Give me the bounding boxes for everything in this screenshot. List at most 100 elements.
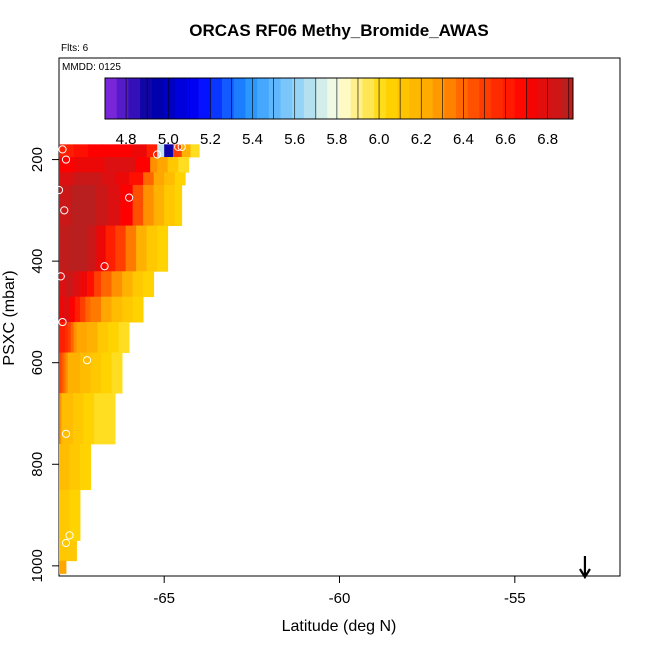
heatmap-cell <box>122 296 134 323</box>
heatmap-cell <box>61 322 66 353</box>
heatmap-cell <box>59 443 70 491</box>
heatmap <box>59 144 200 574</box>
heatmap-cell <box>87 271 95 298</box>
colorbar-tick-label: 5.8 <box>326 131 347 148</box>
heatmap-cell <box>73 271 81 298</box>
colorbar-segment <box>561 78 574 119</box>
heatmap-cell <box>85 296 91 323</box>
colorbar-segment <box>315 78 328 119</box>
sample-marker <box>100 262 109 271</box>
heatmap-cell <box>89 157 105 173</box>
heatmap-cell <box>64 296 70 323</box>
heatmap-cell <box>143 184 155 226</box>
colorbar-tick-label: 5.4 <box>242 131 263 148</box>
heatmap-cell <box>104 157 121 173</box>
heatmap-cell <box>76 322 88 353</box>
heatmap-cell <box>59 489 70 541</box>
colorbar-segment <box>456 78 469 119</box>
sample-marker <box>58 317 67 327</box>
heatmap-cell <box>59 560 67 574</box>
colorbar-segment <box>175 78 188 119</box>
heatmap-cell <box>83 393 95 445</box>
colorbar-segment <box>537 78 551 119</box>
colorbar-tick-label: 6.6 <box>495 131 516 148</box>
sample-marker <box>174 142 183 151</box>
colorbar-segment <box>105 78 118 119</box>
heatmap-cell <box>83 184 97 226</box>
heatmap-cell <box>134 157 151 173</box>
colorbar-tick-label: 6.8 <box>537 131 558 148</box>
heatmap-cell <box>102 144 118 158</box>
colorbar-tick-label: 6.2 <box>411 131 432 148</box>
heatmap-cell <box>153 184 165 226</box>
heatmap-cell <box>101 296 112 323</box>
colorbar-segment <box>409 78 422 119</box>
heatmap-cell <box>59 393 60 445</box>
heatmap-cell <box>108 184 121 226</box>
heatmap-cell <box>164 172 176 186</box>
heatmap-cell <box>181 144 191 158</box>
x-tick-label: -65 <box>153 590 175 607</box>
heatmap-cell <box>69 443 81 491</box>
y-tick-label: 1000 <box>29 549 46 582</box>
colorbar-segment <box>526 78 539 119</box>
colorbar-segment <box>292 78 305 119</box>
x-tick-label: -55 <box>504 590 526 607</box>
heatmap-cell <box>174 172 186 186</box>
sample-marker <box>65 531 74 540</box>
heatmap-cell <box>80 271 88 298</box>
heatmap-cell <box>69 489 81 541</box>
heatmap-cell <box>66 352 69 394</box>
heatmap-cell <box>69 296 76 323</box>
colorbar-segment <box>303 78 317 119</box>
heatmap-cell <box>157 157 169 173</box>
heatmap-cell <box>59 271 67 298</box>
colorbar-segment <box>514 78 527 119</box>
colorbar-segment <box>233 78 246 119</box>
colorbar-segment <box>222 78 235 119</box>
heatmap-cell <box>90 352 102 394</box>
heatmap-cell <box>132 271 144 298</box>
colorbar-segment <box>151 78 164 119</box>
colorbar-segment <box>491 78 504 119</box>
colorbar-segment <box>128 78 141 119</box>
heatmap-cell <box>146 144 158 158</box>
colorbar-segment <box>549 78 562 119</box>
sample-marker <box>56 272 65 281</box>
heatmap-cell <box>59 184 72 226</box>
y-tick-label: 600 <box>29 350 46 375</box>
heatmap-cell <box>97 322 109 353</box>
colorbar <box>104 77 574 120</box>
heatmap-cell <box>129 172 144 186</box>
heatmap-cell <box>164 144 174 158</box>
heatmap-cell <box>59 393 61 445</box>
colorbar-segment <box>339 78 352 119</box>
y-tick-label: 200 <box>29 147 46 172</box>
sample-marker <box>153 150 162 159</box>
colorbar-segment <box>140 78 153 119</box>
heatmap-cell <box>104 393 116 445</box>
heatmap-cell <box>87 322 98 353</box>
heatmap-cell <box>67 322 72 353</box>
heatmap-cell <box>59 296 65 323</box>
heatmap-cell <box>120 184 134 226</box>
heatmap-cell <box>61 393 63 445</box>
sample-marker <box>58 145 67 154</box>
heatmap-cell <box>87 172 102 186</box>
arrow-head <box>579 568 591 580</box>
heatmap-cell <box>71 184 84 226</box>
heatmap-cell <box>96 225 107 272</box>
sample-marker <box>177 142 186 151</box>
colorbar-ticks: 4.8 5.0 5.2 5.4 5.6 5.8 6.0 6.2 6.4 6.6 6.8 <box>116 131 558 148</box>
colorbar-segment <box>479 78 492 119</box>
heatmap-cell <box>157 144 165 158</box>
heatmap-cell <box>60 393 62 445</box>
heatmap-cell <box>66 271 74 298</box>
heatmap-cell <box>90 296 102 323</box>
colorbar-tick-label: 5.6 <box>284 131 305 148</box>
colorbar-segment <box>397 78 410 119</box>
y-axis: 200 400 600 800 1000 <box>29 147 59 583</box>
heatmap-cell <box>62 393 74 445</box>
colorbar-segment <box>374 78 387 119</box>
